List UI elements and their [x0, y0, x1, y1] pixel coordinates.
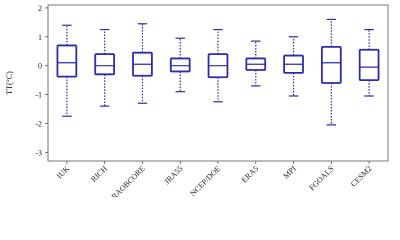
box	[320, 45, 342, 84]
chart: TT(°C) 2 1 0 -1 -2 -3 IUK RICH RAOBCORE JRA55 NCEP…	[5, 4, 389, 197]
y-tick-label: -3	[35, 148, 42, 157]
box	[94, 53, 116, 76]
y-tick-label: 0	[38, 62, 42, 71]
y-tick-label: -1	[35, 91, 42, 100]
x-tick-label: IUK	[55, 164, 72, 181]
x-tick-label: RICH	[89, 164, 109, 184]
x-tick-label: NCEP/DOE	[188, 164, 222, 197]
y-tick-label: 2	[38, 4, 42, 13]
x-tick-label: ERA5	[240, 164, 261, 185]
box	[169, 57, 191, 73]
x-tick-label: MPI	[282, 164, 299, 181]
y-tick-label: -2	[35, 119, 42, 128]
y-tick-label: 1	[38, 33, 42, 42]
x-tick-label: JRA55	[163, 164, 185, 186]
y-axis-label: TT(°C)	[5, 71, 14, 95]
x-tick-label: CESM2	[349, 164, 374, 189]
box	[358, 48, 380, 82]
x-tick-label: FGOALS	[307, 164, 335, 192]
x-tick-label: RAOBCORE	[110, 164, 147, 197]
box	[56, 44, 78, 78]
